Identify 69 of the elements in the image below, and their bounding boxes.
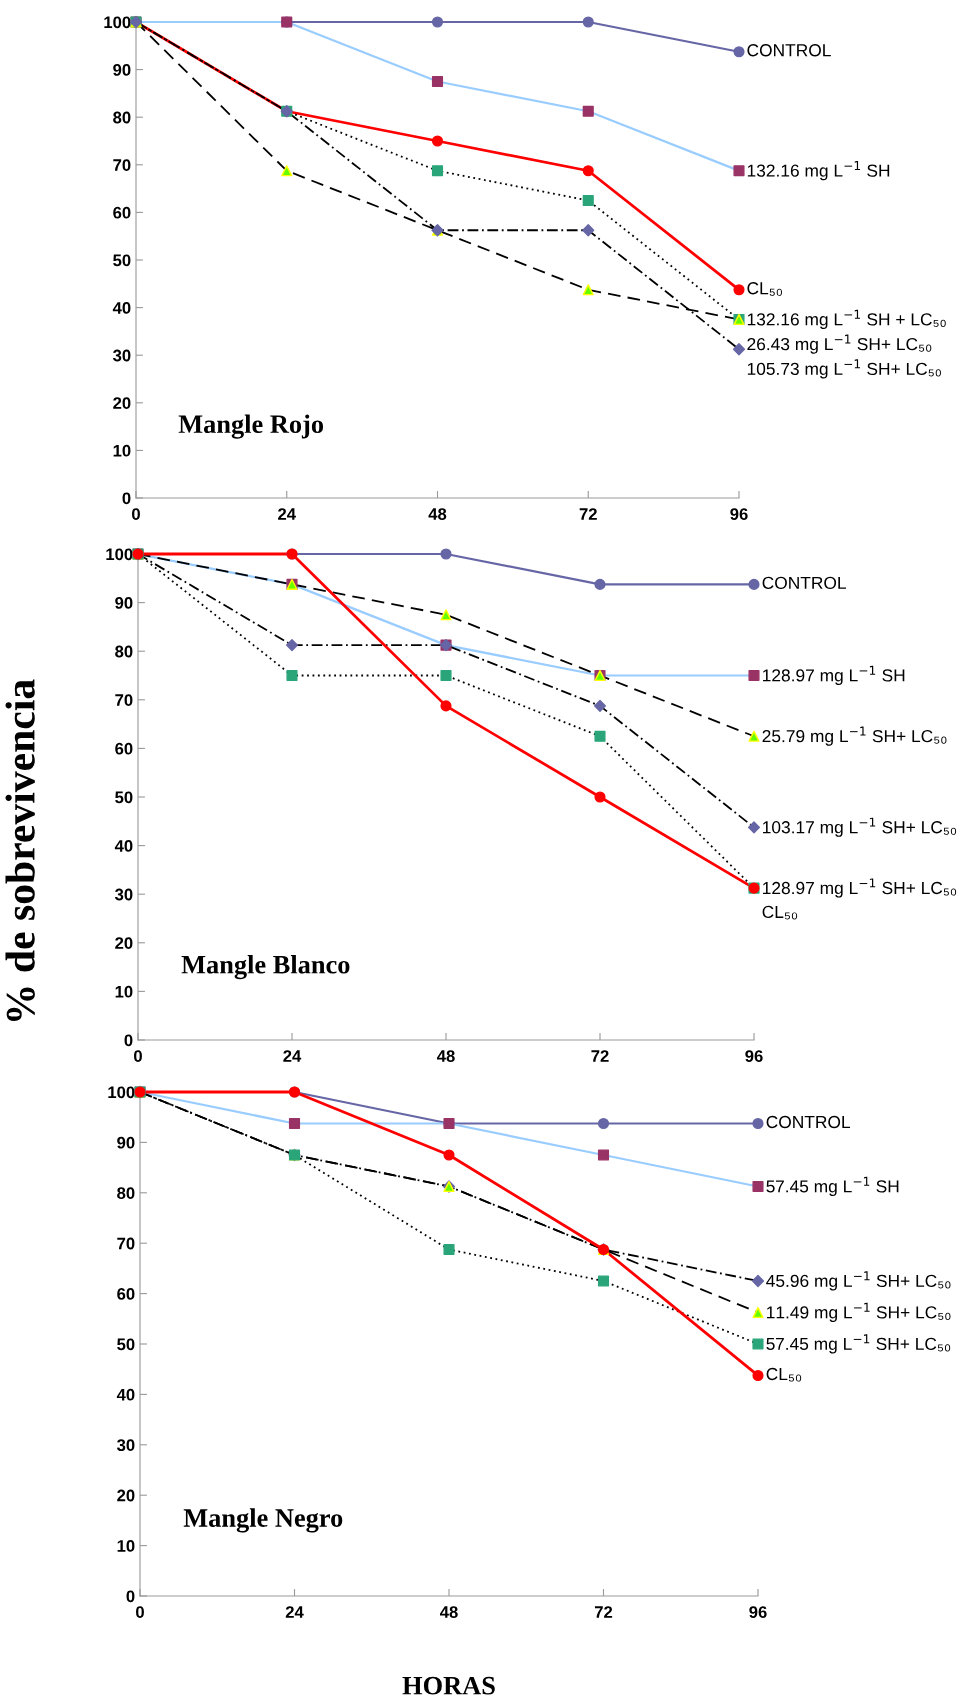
series-label: 103.17 mg L$^{−1}$ SH+ LC₅₀ bbox=[763, 817, 957, 837]
y-tick-label: 100 bbox=[108, 1086, 135, 1099]
y-tick-label: 30 bbox=[116, 1439, 135, 1452]
series-label: CL₅₀ bbox=[766, 1367, 802, 1382]
y-tick-label: 50 bbox=[113, 254, 131, 267]
x-tick-label: 48 bbox=[428, 508, 447, 520]
y-tick-label: 90 bbox=[113, 64, 131, 76]
y-tick-label: 70 bbox=[113, 159, 131, 171]
y-tick-label: 60 bbox=[115, 742, 133, 755]
x-tick-label: 72 bbox=[579, 508, 597, 520]
x-tick-label: 96 bbox=[745, 1050, 763, 1062]
annotation: Mangle Blanco bbox=[181, 955, 350, 980]
y-tick-label: 80 bbox=[117, 1187, 135, 1199]
y-tick-label: 20 bbox=[113, 397, 131, 409]
y-tick-label: 60 bbox=[113, 206, 131, 219]
y-tick-label: 40 bbox=[116, 1388, 135, 1401]
y-tick-label: 90 bbox=[115, 597, 133, 609]
y-tick-label: 40 bbox=[114, 840, 133, 852]
y-tick-label: 70 bbox=[115, 694, 133, 706]
series-label: CONTROL bbox=[766, 1115, 851, 1129]
y-tick-label: 70 bbox=[117, 1237, 135, 1250]
y-tick-label: 20 bbox=[117, 1489, 135, 1502]
x-tick-label: 96 bbox=[749, 1606, 767, 1618]
y-tick-label: 10 bbox=[115, 985, 133, 998]
y-tick-label: 30 bbox=[114, 888, 133, 901]
y-tick-label: 100 bbox=[104, 16, 131, 29]
series-label: 132.16 mg L$^{−1}$ SH bbox=[747, 161, 890, 181]
series-label: CONTROL bbox=[762, 576, 847, 590]
x-tick-label: 48 bbox=[436, 1050, 455, 1062]
y-tick-label: 20 bbox=[115, 937, 133, 949]
y-tick-label: 0 bbox=[126, 1590, 135, 1603]
series-label: 132.16 mg L$^{−1}$ SH + LC₅₀ bbox=[747, 309, 946, 329]
x-tick-label: 96 bbox=[730, 508, 748, 520]
y-tick-label: 100 bbox=[106, 548, 133, 561]
series-label: 26.43 mg L$^{−1}$ SH+ LC₅₀ bbox=[747, 334, 932, 354]
y-axis-title: % de sobrevivencia bbox=[5, 679, 35, 1021]
x-tick-label: 48 bbox=[439, 1606, 458, 1618]
annotation: Mangle Negro bbox=[183, 1508, 343, 1533]
x-tick-label: 24 bbox=[278, 508, 296, 520]
y-tick-label: 0 bbox=[124, 1034, 133, 1047]
x-axis-title: HORAS bbox=[402, 1676, 495, 1695]
series-label: CL₅₀ bbox=[762, 905, 798, 920]
series-label: 128.97 mg L$^{−1}$ SH bbox=[763, 665, 905, 685]
x-tick-label: 72 bbox=[591, 1050, 609, 1062]
x-tick-label: 72 bbox=[594, 1606, 613, 1618]
y-tick-label: 40 bbox=[112, 302, 131, 314]
y-tick-label: 60 bbox=[117, 1288, 135, 1300]
y-tick-label: 10 bbox=[117, 1540, 135, 1552]
y-tick-label: 50 bbox=[115, 791, 133, 804]
y-tick-label: 30 bbox=[112, 349, 131, 362]
series-label: 57.45 mg L$^{−1}$ SH bbox=[766, 1176, 899, 1196]
series-label: 105.73 mg L$^{−1}$ SH+ LC₅₀ bbox=[747, 359, 941, 379]
x-tick-label: 24 bbox=[283, 1050, 302, 1062]
x-tick-label: 24 bbox=[285, 1606, 304, 1618]
y-tick-label: 90 bbox=[117, 1136, 135, 1149]
y-tick-label: 0 bbox=[122, 492, 131, 505]
series-label: 57.45 mg L$^{−1}$ SH+ LC₅₀ bbox=[766, 1334, 951, 1354]
annotation: Mangle Rojo bbox=[178, 414, 324, 439]
series-label: 25.79 mg L$^{−1}$ SH+ LC₅₀ bbox=[762, 726, 947, 746]
series-label: 11.49 mg L$^{−1}$ SH+ LC₅₀ bbox=[767, 1302, 951, 1322]
series-label: CONTROL bbox=[747, 44, 831, 57]
y-tick-label: 80 bbox=[113, 111, 131, 124]
y-tick-label: 10 bbox=[113, 444, 131, 457]
x-tick-label: 0 bbox=[136, 1606, 144, 1618]
series-label: 45.96 mg L$^{−1}$ SH+ LC₅₀ bbox=[766, 1271, 951, 1291]
series-label: 128.97 mg L$^{−1}$ SH+ LC₅₀ bbox=[763, 878, 957, 898]
y-tick-label: 80 bbox=[115, 645, 133, 658]
y-tick-label: 50 bbox=[117, 1338, 135, 1351]
series-label: CL₅₀ bbox=[747, 282, 782, 296]
